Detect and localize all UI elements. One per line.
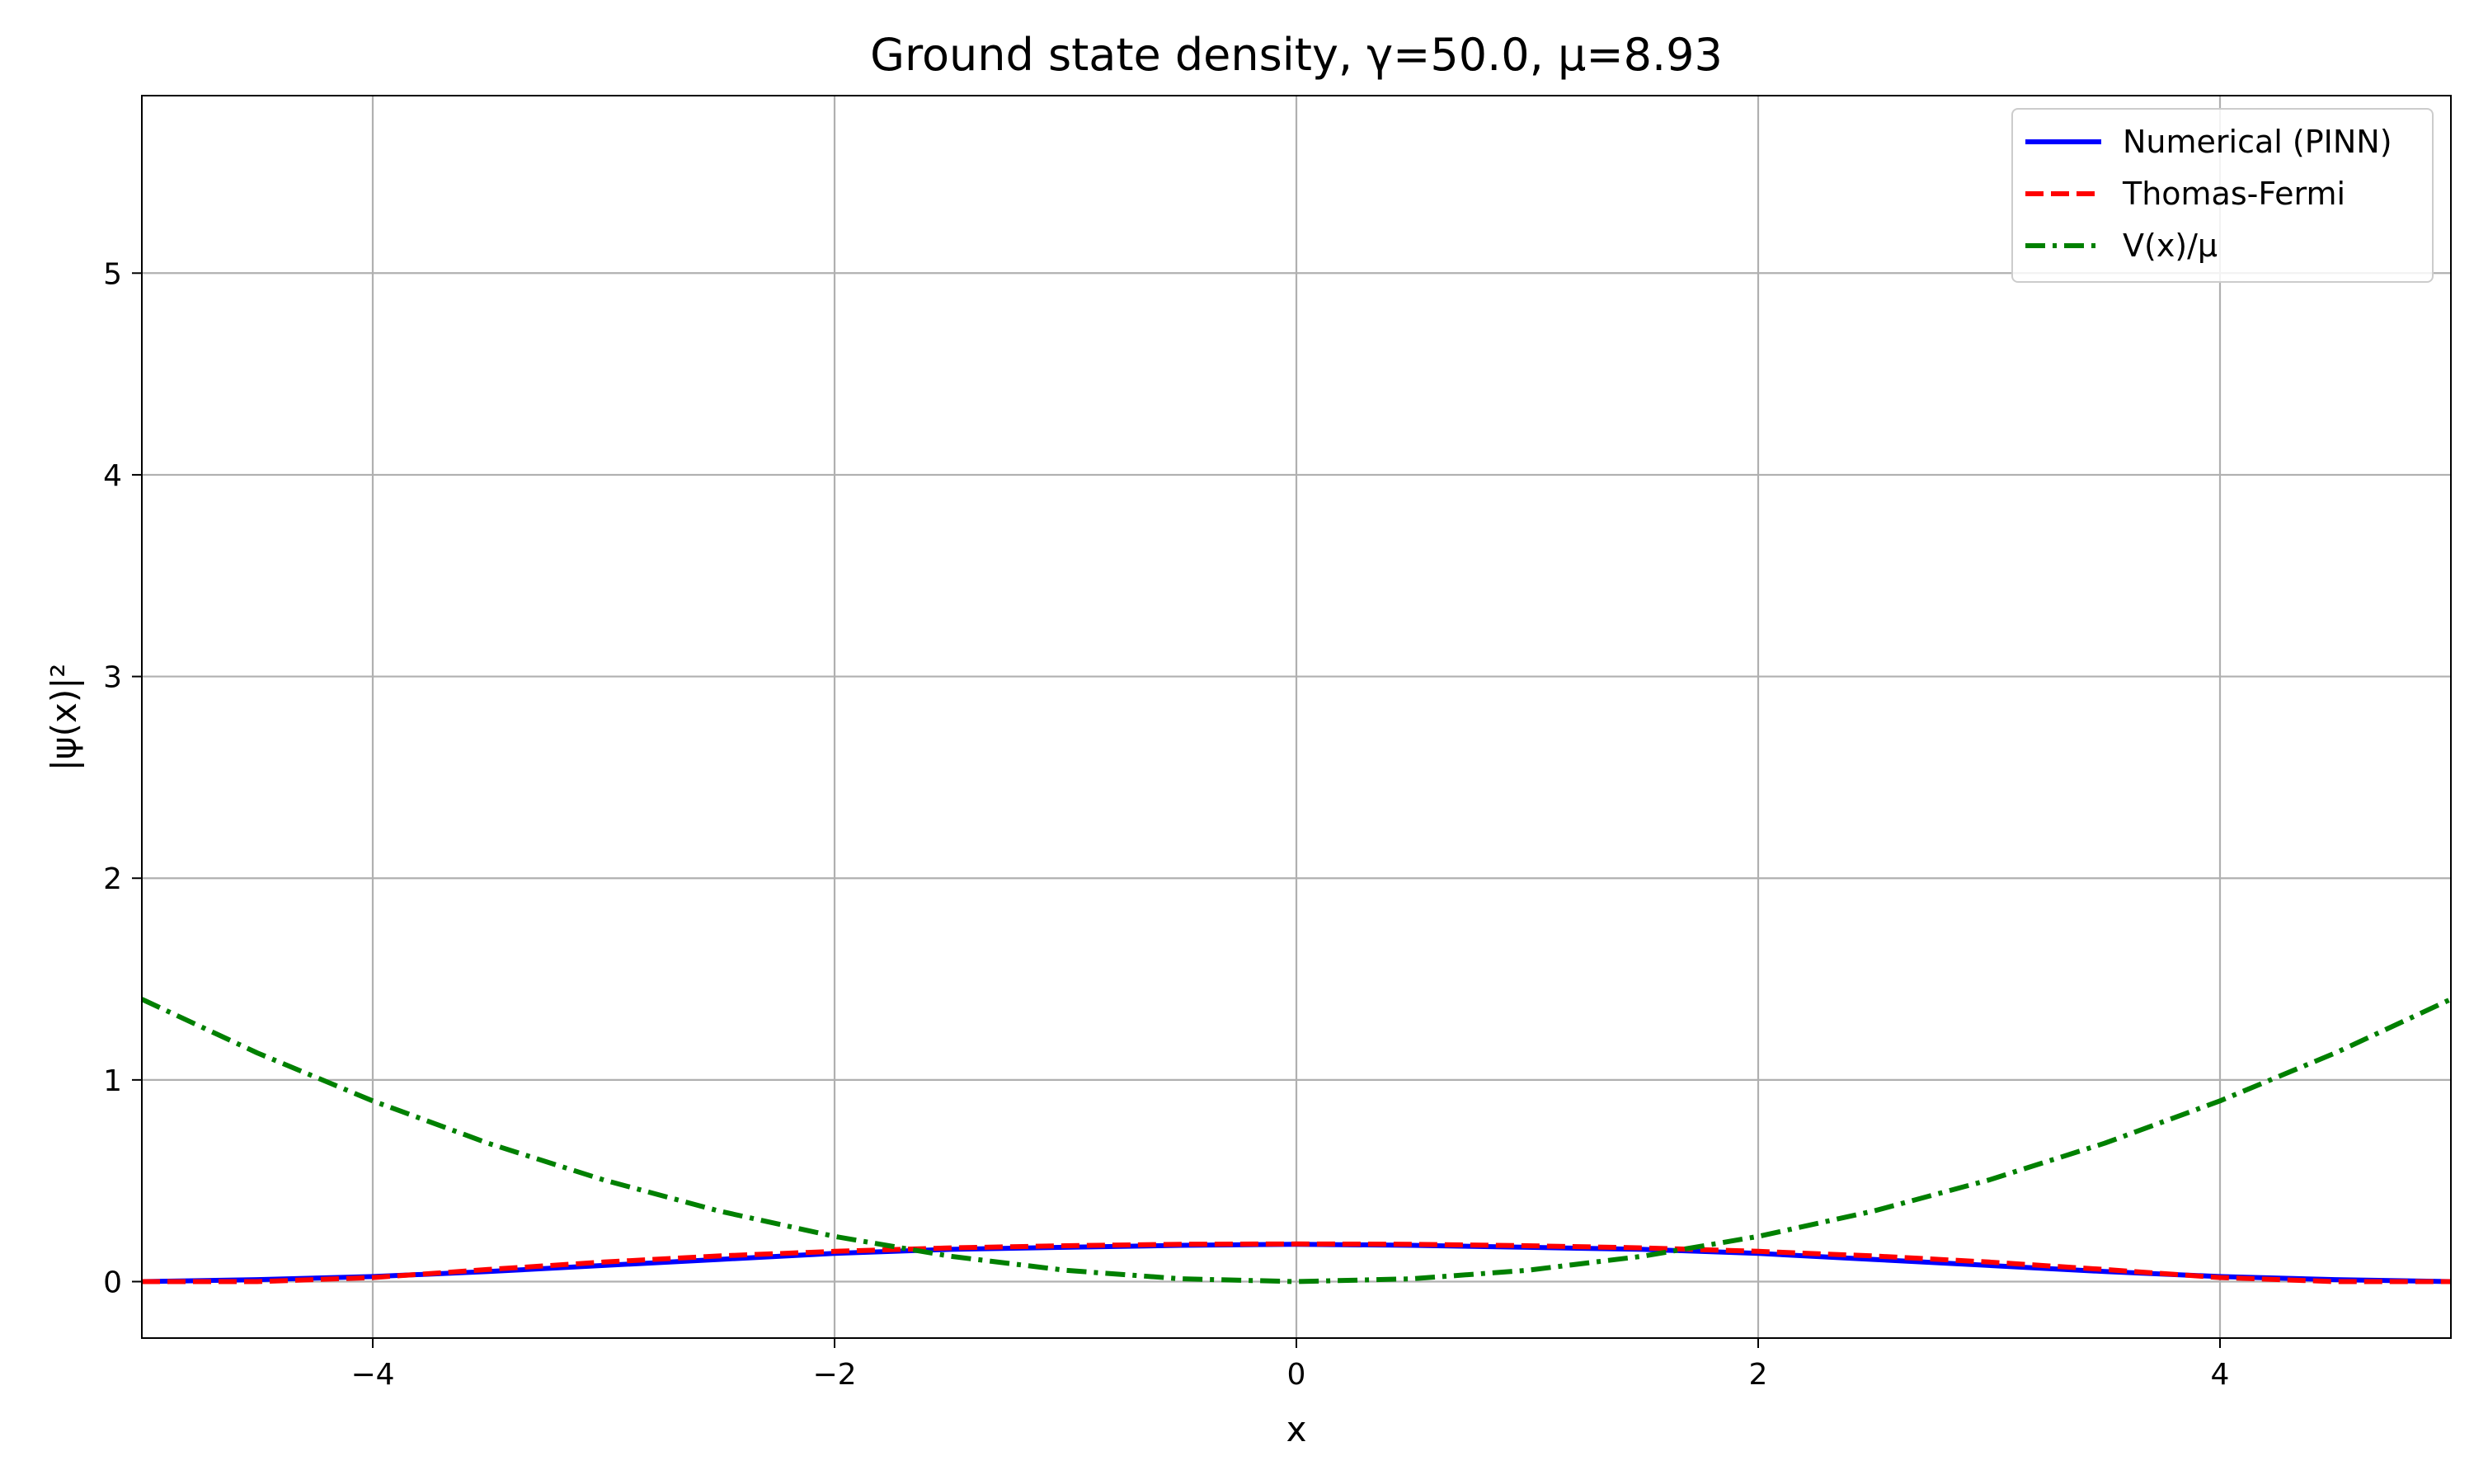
y-tick-label: 5: [103, 257, 122, 291]
y-tick-label: 1: [103, 1064, 122, 1098]
chart-title: Ground state density, γ=50.0, μ=8.93: [870, 29, 1723, 81]
series-line-1: [142, 1241, 2451, 1284]
y-tick-label: 2: [103, 862, 122, 896]
x-tick-label: 0: [1287, 1358, 1306, 1392]
legend-label-0: Numerical (PINN): [2123, 124, 2392, 160]
x-tick-label: 4: [2211, 1358, 2230, 1392]
x-tick-label: −2: [812, 1358, 856, 1392]
legend-label-2: V(x)/μ: [2123, 228, 2218, 264]
x-axis-title: x: [1286, 1409, 1307, 1449]
x-tick-label: 2: [1749, 1358, 1768, 1392]
legend: Numerical (PINN) Thomas-Fermi V(x)/μ: [2011, 108, 2434, 283]
y-tick-label: 3: [103, 661, 122, 695]
y-axis-title: |ψ(x)|²: [44, 664, 84, 771]
axis-ticks: −4 −2 0 2 4 0 1 2 3 4 5: [103, 257, 2229, 1392]
y-tick-label: 4: [103, 459, 122, 493]
series-layer: [140, 997, 2453, 1284]
series-line-2: [140, 997, 2453, 1284]
x-tick-label: −4: [350, 1358, 394, 1392]
legend-label-1: Thomas-Fermi: [2122, 176, 2345, 212]
legend-box: [2011, 108, 2434, 283]
y-tick-label: 0: [103, 1266, 122, 1300]
